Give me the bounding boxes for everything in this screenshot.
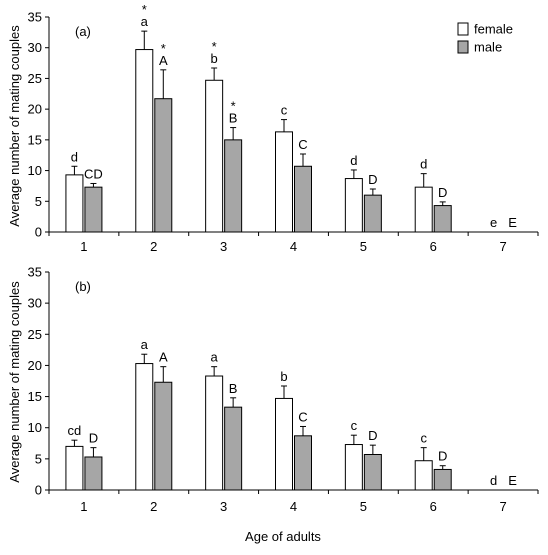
bar-female-b — [275, 397, 293, 491]
legend-label-female: female — [474, 22, 513, 37]
bar-female-b — [205, 375, 224, 491]
bar-male-b — [363, 453, 382, 491]
y-tick-label-b: 10 — [28, 420, 42, 435]
y-tick-label-b: 5 — [35, 451, 42, 466]
significance-letter-male-b: A — [159, 350, 168, 365]
y-tick-label-b: 15 — [28, 389, 42, 404]
significance-letter-male-a: B — [229, 111, 238, 126]
x-tick-label-a: 7 — [499, 239, 506, 254]
significance-letter-female-a: c — [281, 103, 288, 118]
x-tick-label-a: 5 — [360, 239, 367, 254]
y-axis-title-b: Average number of mating couples — [7, 281, 22, 483]
y-tick-label-a: 0 — [35, 225, 42, 240]
x-tick-label-a: 2 — [150, 239, 157, 254]
significance-letter-female-a: b — [211, 51, 218, 66]
y-tick-label-b: 35 — [28, 265, 42, 280]
y-tick-label-b: 30 — [28, 296, 42, 311]
significance-letter-male-b: E — [508, 473, 517, 488]
significance-letter-female-b: b — [280, 369, 287, 384]
legend-swatch-female — [457, 22, 469, 36]
bar-female-a — [65, 174, 84, 233]
significance-letter-male-b: D — [89, 431, 98, 446]
bar-male-b — [433, 468, 452, 491]
significance-letter-female-b: a — [211, 350, 219, 365]
bar-male-b — [84, 456, 103, 491]
bar-male-a — [363, 194, 382, 233]
bar-female-a — [205, 79, 224, 233]
significance-star-female-a: * — [142, 2, 147, 17]
significance-letter-female-a: d — [420, 157, 427, 172]
y-tick-label-a: 15 — [28, 132, 42, 147]
significance-star-female-a: * — [212, 39, 217, 54]
bar-male-a — [433, 205, 452, 233]
bar-female-b — [135, 363, 154, 491]
legend-label-male: male — [474, 40, 502, 55]
significance-star-male-a: * — [161, 41, 166, 56]
bar-female-a — [414, 186, 433, 233]
significance-letter-female-a: d — [71, 149, 78, 164]
x-axis-title: Age of adults — [245, 529, 321, 544]
y-tick-label-b: 0 — [35, 483, 42, 498]
bar-male-b — [294, 435, 312, 491]
x-tick-label-b: 6 — [430, 499, 437, 514]
significance-letter-male-b: D — [438, 449, 447, 464]
significance-letter-male-b: D — [368, 428, 377, 443]
panel-label-a: (a) — [75, 24, 91, 39]
y-tick-label-a: 25 — [28, 71, 42, 86]
y-tick-label-a: 30 — [28, 40, 42, 55]
x-tick-label-b: 7 — [499, 499, 506, 514]
bar-female-b — [65, 445, 84, 491]
panel-label-b: (b) — [75, 279, 91, 294]
significance-letter-male-a: D — [368, 172, 377, 187]
x-tick-label-b: 2 — [150, 499, 157, 514]
x-tick-label-a: 3 — [220, 239, 227, 254]
bar-male-a — [84, 186, 103, 233]
significance-letter-female-b: c — [351, 418, 358, 433]
bar-male-a — [294, 165, 312, 233]
significance-star-male-a: * — [231, 99, 236, 114]
significance-letter-male-a: C — [298, 137, 307, 152]
significance-letter-female-a: e — [490, 215, 497, 230]
x-tick-label-b: 4 — [290, 499, 297, 514]
legend-swatch-male — [457, 40, 469, 54]
bar-male-a — [154, 98, 173, 233]
bar-male-b — [154, 381, 173, 491]
bar-female-a — [275, 131, 293, 233]
bar-female-b — [414, 460, 433, 491]
significance-letter-female-b: d — [490, 473, 497, 488]
significance-letter-male-a: CD — [84, 166, 103, 181]
y-tick-label-a: 5 — [35, 194, 42, 209]
significance-letter-male-a: D — [438, 185, 447, 200]
y-tick-label-a: 20 — [28, 102, 42, 117]
significance-letter-female-b: c — [420, 431, 427, 446]
bar-female-a — [135, 49, 154, 233]
x-tick-label-b: 1 — [80, 499, 87, 514]
significance-letter-female-a: d — [350, 153, 357, 168]
significance-letter-male-b: C — [298, 409, 307, 424]
bar-male-b — [224, 406, 243, 491]
y-tick-label-b: 20 — [28, 358, 42, 373]
y-tick-label-a: 10 — [28, 163, 42, 178]
significance-letter-male-b: B — [229, 381, 238, 396]
significance-letter-male-a: A — [159, 53, 168, 68]
y-tick-label-a: 35 — [28, 10, 42, 25]
x-tick-label-a: 1 — [80, 239, 87, 254]
bar-female-b — [344, 444, 363, 491]
significance-letter-male-a: E — [508, 215, 517, 230]
x-tick-label-a: 6 — [430, 239, 437, 254]
x-tick-label-a: 4 — [290, 239, 297, 254]
significance-letter-female-b: cd — [68, 423, 82, 438]
x-tick-label-b: 5 — [360, 499, 367, 514]
y-axis-title-a: Average number of mating couples — [7, 25, 22, 227]
bar-female-a — [344, 178, 363, 233]
bar-male-a — [224, 139, 243, 233]
x-tick-label-b: 3 — [220, 499, 227, 514]
y-tick-label-b: 25 — [28, 327, 42, 342]
significance-letter-female-a: a — [141, 14, 149, 29]
significance-letter-female-b: a — [141, 337, 149, 352]
